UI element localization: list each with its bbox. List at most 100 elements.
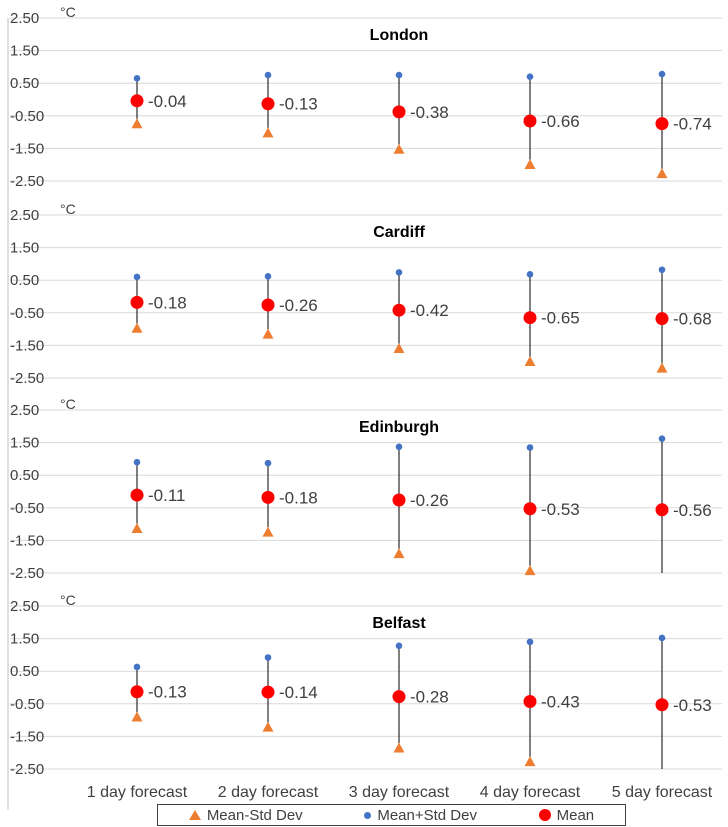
mean-point [261,298,275,312]
mean-point [130,295,144,309]
legend-item-mean-minus-std: Mean-Std Dev [188,806,303,824]
mean-plus-std-point [658,634,666,642]
mean-minus-std-point [131,118,143,129]
x-tick-label: 2 day forecast [218,784,319,801]
mean-minus-std-point [131,322,143,333]
legend-label: Mean-Std Dev [206,806,303,824]
y-tick-label: -0.50 [10,305,44,322]
mean-point [655,698,669,712]
mean-minus-std-point [524,565,536,576]
legend-item-mean-plus-std: Mean+Std Dev [364,807,477,824]
y-tick-label: -2.50 [10,565,44,582]
y-tick-label: -0.50 [10,500,44,517]
mean-plus-std-point [526,271,534,278]
mean-point [523,114,537,128]
mean-minus-std-point [262,127,274,138]
mean-plus-std-point [395,642,403,650]
unit-label: °C [60,201,76,217]
y-tick-label: 1.50 [10,435,39,452]
y-tick-label: -0.50 [10,696,44,713]
mean-plus-std-point [526,73,534,80]
mean-point [392,493,406,507]
y-tick-label: 1.50 [10,240,39,257]
mean-plus-std-point [264,654,272,661]
mean-point [261,490,275,504]
y-tick-label: -1.50 [10,337,44,354]
mean-point [392,690,406,704]
y-tick-label: -2.50 [10,173,44,190]
mean-point [261,97,275,111]
y-tick-label: 0.50 [10,75,39,92]
mean-data-label: -0.74 [673,115,712,134]
y-tick-label: 2.50 [10,207,39,224]
y-tick-label: -2.50 [10,761,44,778]
mean-data-label: -0.53 [673,696,712,715]
mean-plus-std-point [133,663,141,671]
mean-plus-std-point [658,70,666,78]
mean-data-label: -0.65 [541,309,580,328]
mean-plus-std-point [526,638,534,646]
y-tick-label: -0.50 [10,108,44,125]
x-tick-label: 5 day forecast [612,784,713,801]
mean-data-label: -0.66 [541,112,580,131]
mean-plus-std-point [264,71,272,79]
mean-data-label: -0.38 [410,103,449,122]
y-tick-label: 0.50 [10,663,39,680]
mean-data-label: -0.18 [279,488,318,507]
mean-point [655,503,669,517]
mean-plus-std-point [133,75,141,82]
big-dot-marker-icon [538,809,551,821]
mean-point [130,488,144,502]
mean-data-label: -0.42 [410,301,449,320]
y-tick-label: 2.50 [10,402,39,419]
mean-plus-std-point [395,443,403,451]
mean-minus-std-point [393,548,405,559]
mean-data-label: -0.18 [148,293,187,312]
mean-minus-std-point [262,328,274,339]
mean-point [523,695,537,709]
mean-minus-std-point [262,721,274,732]
mean-minus-std-point [656,362,668,373]
mean-minus-std-point [393,143,405,154]
mean-minus-std-point [262,526,274,537]
y-tick-label: -2.50 [10,370,44,387]
unit-label: °C [60,4,76,20]
mean-point [392,303,406,317]
mean-point [523,502,537,516]
mean-minus-std-point [524,356,536,367]
mean-plus-std-point [395,71,403,79]
y-tick-label: 2.50 [10,10,39,27]
panel-title-belfast: Belfast [372,615,426,632]
mean-point [655,312,669,326]
y-tick-label: 2.50 [10,598,39,615]
mean-minus-std-point [393,742,405,753]
y-tick-label: 1.50 [10,631,39,648]
mean-data-label: -0.14 [279,683,318,702]
mean-plus-std-point [133,458,141,466]
x-tick-label: 3 day forecast [349,784,450,801]
mean-minus-std-point [131,711,143,722]
mean-plus-std-point [133,273,141,281]
mean-minus-std-point [524,756,536,767]
y-tick-label: 0.50 [10,272,39,289]
mean-minus-std-point [656,168,668,179]
mean-plus-std-point [264,272,272,280]
unit-label: °C [60,396,76,412]
y-tick-label: -1.50 [10,532,44,549]
mean-point [392,105,406,119]
legend-label: Mean [556,806,595,824]
mean-minus-std-point [393,343,405,354]
mean-data-label: -0.13 [148,683,187,702]
mean-data-label: -0.26 [410,491,449,510]
mean-data-label: -0.26 [279,296,318,315]
x-tick-label: 1 day forecast [87,784,188,801]
triangle-marker-icon [188,810,201,820]
y-tick-label: 1.50 [10,43,39,60]
mean-plus-std-point [658,435,666,442]
mean-data-label: -0.04 [148,92,187,111]
y-tick-label: -1.50 [10,140,44,157]
mean-plus-std-point [264,459,272,467]
mean-data-label: -0.13 [279,95,318,114]
y-tick-label: 0.50 [10,467,39,484]
